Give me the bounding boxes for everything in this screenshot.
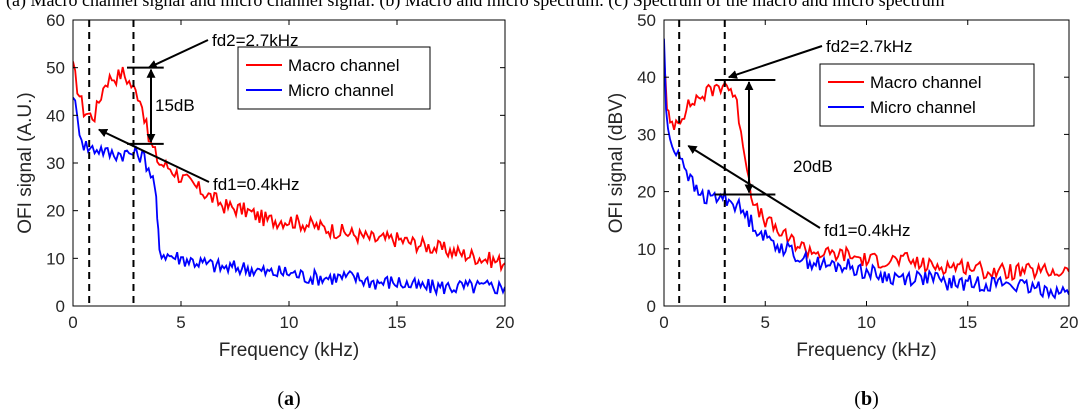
x-tick-label: 15 xyxy=(388,313,407,332)
x-tick-label: 10 xyxy=(280,313,299,332)
caption-fragment-clipped: (a) Macro channel signal and micro chann… xyxy=(0,0,1083,14)
y-tick-label: 40 xyxy=(46,106,65,125)
db-label: 20dB xyxy=(793,157,833,176)
caption-paren-close: ) xyxy=(294,388,301,410)
fd2-arrow xyxy=(147,39,209,69)
chart-panel-a: 0 5 10 15 20 0 10 20 30 40 50 60 fd2=2.7kHz 15dB fd1=0… xyxy=(15,11,514,410)
fd2-label: fd2=2.7kHz xyxy=(212,31,298,50)
fd1-arrow xyxy=(687,144,821,229)
series-line-macro xyxy=(664,59,1069,282)
fd1-label: fd1=0.4kHz xyxy=(824,221,910,240)
chart-panel-b: 0 5 10 15 20 0 10 20 30 40 50 fd2=2.7kHz 20dB fd1=0.4… xyxy=(606,11,1078,410)
legend-box xyxy=(819,63,1035,127)
caption-fragment-text: (a) Macro channel signal and micro chann… xyxy=(6,0,945,10)
legend-entry: Micro channel xyxy=(288,81,394,100)
y-tick-label: 10 xyxy=(637,240,656,259)
caption-paren-open: ( xyxy=(277,388,284,410)
legend-entry: Macro channel xyxy=(288,56,400,75)
x-tick-label: 20 xyxy=(1060,313,1079,332)
y-tick-label: 30 xyxy=(46,154,65,173)
x-tick-label: 15 xyxy=(958,313,977,332)
x-axis-label: Frequency (kHz) xyxy=(219,340,359,361)
x-tick-label: 0 xyxy=(68,313,77,332)
y-tick-label: 10 xyxy=(46,249,65,268)
caption-letter: a xyxy=(284,388,294,410)
x-tick-label: 20 xyxy=(496,313,515,332)
y-tick-label: 50 xyxy=(46,59,65,78)
y-tick-label: 20 xyxy=(637,183,656,202)
x-tick-label: 0 xyxy=(659,313,668,332)
caption-letter: b xyxy=(861,388,872,410)
x-tick-label: 5 xyxy=(176,313,185,332)
legend: Macro channel Micro channel xyxy=(819,63,1035,127)
fd1-arrow xyxy=(98,128,210,183)
fd1-label: fd1=0.4kHz xyxy=(213,175,299,194)
y-tick-label: 20 xyxy=(46,202,65,221)
panel-caption: (b) xyxy=(854,388,878,410)
legend: Macro channel Micro channel xyxy=(237,46,431,110)
db-label: 15dB xyxy=(155,96,195,115)
fd2-label: fd2=2.7kHz xyxy=(826,37,912,56)
caption-paren-open: ( xyxy=(854,388,861,410)
y-tick-label: 0 xyxy=(647,297,656,316)
y-tick-label: 60 xyxy=(46,11,65,30)
y-tick-label: 0 xyxy=(56,297,65,316)
caption-paren-close: ) xyxy=(872,388,879,410)
series-line-micro xyxy=(73,96,505,297)
y-tick-label: 30 xyxy=(637,125,656,144)
x-axis-label: Frequency (kHz) xyxy=(796,340,936,361)
y-tick-label: 50 xyxy=(637,11,656,30)
legend-box xyxy=(237,46,431,110)
y-tick-label: 40 xyxy=(637,68,656,87)
x-tick-label: 5 xyxy=(761,313,770,332)
legend-entry: Micro channel xyxy=(870,98,976,117)
series-group xyxy=(664,38,1069,300)
fd2-arrow xyxy=(727,45,823,79)
x-tick-label: 10 xyxy=(857,313,876,332)
panel-caption: (a) xyxy=(277,388,300,410)
y-axis-label: OFI signal (A.U.) xyxy=(15,92,36,233)
legend-entry: Macro channel xyxy=(870,73,982,92)
y-axis-label: OFI signal (dBV) xyxy=(606,93,627,233)
series-line-micro xyxy=(664,38,1069,300)
